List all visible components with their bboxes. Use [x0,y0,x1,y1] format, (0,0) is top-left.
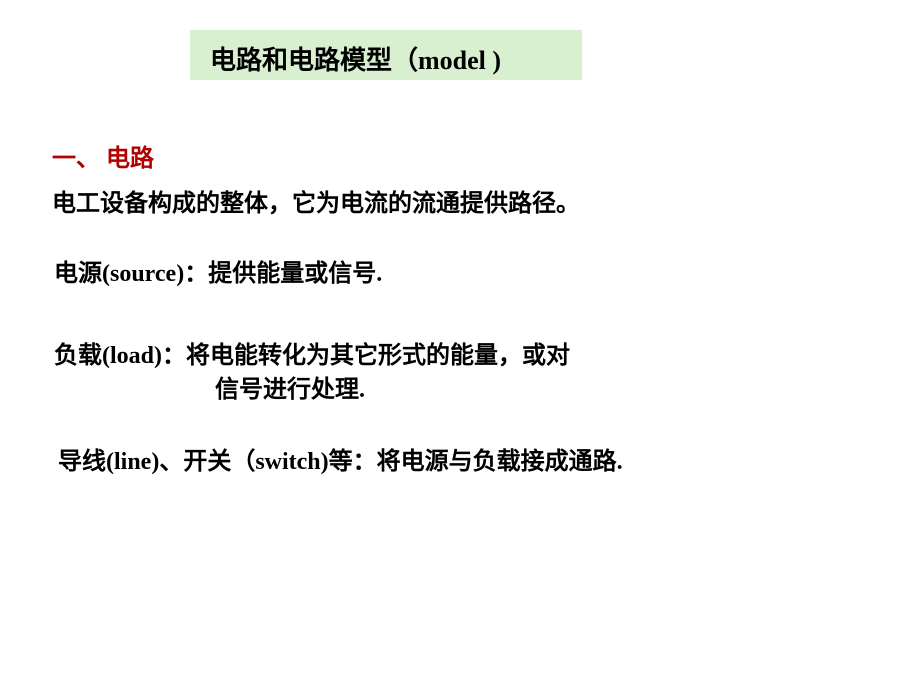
paragraph-1: 电源(source)：提供能量或信号. [54,258,382,292]
paragraph-4: 导线(line)、开关（switch)等：将电源与负载接成通路. [58,446,623,480]
paragraph-0: 电工设备构成的整体，它为电流的流通提供路径。 [52,188,580,222]
paragraph-2: 负载(load)：将电能转化为其它形式的能量，或对 [54,340,570,374]
section-heading: 一、 电路 [52,138,154,173]
paragraph-3: 信号进行处理. [215,374,365,408]
title-box: 电路和电路模型（model ) [190,30,582,80]
page-title: 电路和电路模型（model ) [210,46,501,75]
